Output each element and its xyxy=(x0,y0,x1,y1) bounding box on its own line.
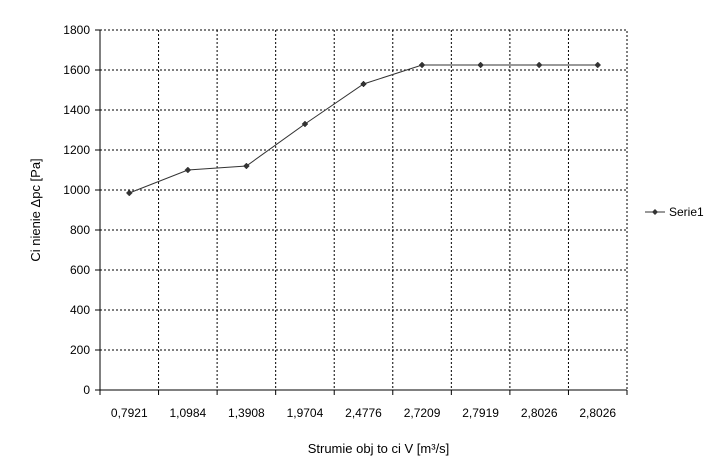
x-tick-label: 0,7921 xyxy=(111,406,148,420)
x-tick-label: 2,7209 xyxy=(404,406,441,420)
x-tick-label: 2,7919 xyxy=(462,406,499,420)
y-tick-label: 1600 xyxy=(63,63,90,77)
data-point xyxy=(301,120,309,128)
legend-label-serie1: Serie1 xyxy=(669,205,704,219)
x-tick-label: 2,8026 xyxy=(521,406,558,420)
data-point xyxy=(360,80,367,88)
legend: Serie1 xyxy=(645,205,704,219)
x-tick-label: 2,4776 xyxy=(345,406,382,420)
y-tick-label: 400 xyxy=(70,303,90,317)
axes xyxy=(95,29,628,395)
data-point xyxy=(243,162,250,170)
x-tick-label: 1,0984 xyxy=(169,406,206,420)
y-tick-label: 1000 xyxy=(63,183,90,197)
y-tick-label: 1800 xyxy=(63,23,90,37)
x-axis-title: Strumie obj to ci V [m³/s] xyxy=(308,441,450,456)
data-point xyxy=(418,61,426,69)
x-tick-label: 1,3908 xyxy=(228,406,265,420)
y-tick-label: 600 xyxy=(70,263,90,277)
x-tick-labels: 0,7921 1,0984 1,3908 1,9704 2,4776 2,7209 2,79… xyxy=(111,406,616,420)
y-axis-title: Ci nienie Δpc [Pa] xyxy=(28,158,43,261)
y-tick-label: 1200 xyxy=(63,143,90,157)
data-point xyxy=(125,189,133,197)
data-point xyxy=(594,61,602,69)
legend-marker-serie1 xyxy=(652,209,658,215)
data-point xyxy=(477,61,484,69)
data-point xyxy=(184,166,192,174)
y-tick-label: 0 xyxy=(83,383,90,397)
data-point xyxy=(535,61,543,69)
y-tick-label: 800 xyxy=(70,223,90,237)
y-tick-labels: 0 200 400 600 800 1000 1200 1400 1600 1800 xyxy=(63,23,90,397)
y-tick-label: 1400 xyxy=(63,103,90,117)
y-tick-label: 200 xyxy=(70,343,90,357)
x-tick-label: 1,9704 xyxy=(287,406,324,420)
x-tick-label: 2,8026 xyxy=(579,406,616,420)
series-lines xyxy=(125,61,602,197)
